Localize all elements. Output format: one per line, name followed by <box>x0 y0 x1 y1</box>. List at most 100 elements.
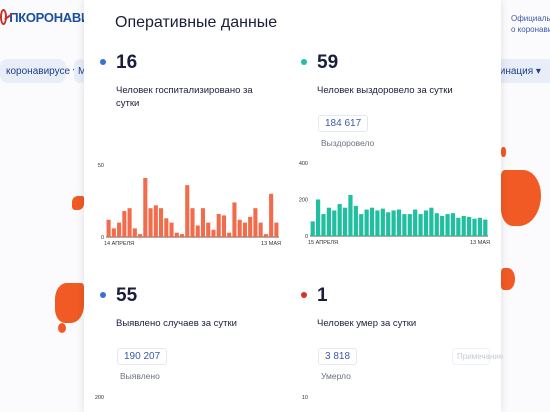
bar[interactable] <box>195 225 200 237</box>
bar[interactable] <box>111 228 116 237</box>
bar[interactable] <box>413 209 418 236</box>
bar[interactable] <box>353 205 358 236</box>
bar[interactable] <box>122 211 127 237</box>
bar[interactable] <box>269 193 274 237</box>
bar[interactable] <box>445 214 450 236</box>
bar[interactable] <box>418 214 423 236</box>
x-end-label: 13 МАЯ <box>470 240 490 246</box>
y-tick-label: 200 <box>299 198 308 204</box>
official-info-line-2: о коронавир <box>511 25 550 34</box>
bar[interactable] <box>253 208 258 237</box>
bar[interactable] <box>369 207 375 236</box>
bar[interactable] <box>402 214 407 236</box>
bar[interactable] <box>206 222 211 237</box>
nav-menu-partial[interactable]: М <box>74 59 86 83</box>
about-coronavirus-menu[interactable]: коронавирусе ▾ <box>0 59 78 83</box>
hospitalized-desc: Человек госпитализировано за сутки <box>116 85 253 109</box>
recovered-total: 184 617 <box>318 115 369 132</box>
bar[interactable] <box>143 177 148 237</box>
bar[interactable] <box>263 234 268 237</box>
deaths-desc: Человек умер за сутки <box>317 318 417 329</box>
deaths-value: 1 <box>317 285 328 306</box>
bar[interactable] <box>326 207 331 236</box>
bar[interactable] <box>359 214 364 236</box>
bar[interactable] <box>364 209 369 236</box>
bar[interactable] <box>315 199 321 237</box>
bar[interactable] <box>342 207 348 236</box>
bar[interactable] <box>159 208 164 237</box>
map-region-right-top <box>501 147 506 157</box>
cases-total-label: Выявлено <box>120 371 160 381</box>
bar[interactable] <box>396 209 402 236</box>
bar[interactable] <box>456 217 461 236</box>
hospitalized-dot-icon <box>100 59 106 65</box>
deaths-total-label: Умерло <box>321 371 351 381</box>
bar[interactable] <box>132 228 137 237</box>
bar[interactable] <box>386 212 391 236</box>
bar[interactable] <box>216 213 221 237</box>
bar[interactable] <box>467 216 472 236</box>
deaths-note-box[interactable]: Примечание <box>452 348 503 365</box>
bar[interactable] <box>423 210 429 236</box>
bar[interactable] <box>242 222 247 237</box>
hospitalized-chart: 50 014 АПРЕЛЯ 13 МАЯ <box>98 163 281 247</box>
map-region-right-large <box>501 170 541 226</box>
bar[interactable] <box>211 229 216 237</box>
bar[interactable] <box>153 205 158 237</box>
bar[interactable] <box>483 219 488 236</box>
y-tick-label: 0 <box>101 235 104 241</box>
operational-data-panel: Оперативные данные 16 Человек госпитализ… <box>84 0 503 412</box>
map-region-left-top <box>72 196 84 210</box>
cases-value: 55 <box>116 285 138 306</box>
x-start-label: 14 АПРЕЛЯ <box>104 241 134 247</box>
map-region-left-small <box>58 323 66 333</box>
bar[interactable] <box>461 215 466 236</box>
bar[interactable] <box>375 210 380 236</box>
bar[interactable] <box>138 234 143 237</box>
x-end-label: 13 МАЯ <box>261 241 281 247</box>
bar[interactable] <box>407 214 412 236</box>
bar[interactable] <box>232 202 237 237</box>
bar[interactable] <box>380 208 385 236</box>
bar[interactable] <box>185 185 190 237</box>
bar[interactable] <box>117 222 122 237</box>
bar[interactable] <box>174 232 179 237</box>
bar[interactable] <box>310 221 315 236</box>
bar[interactable] <box>391 210 396 236</box>
bar[interactable] <box>450 213 456 236</box>
bar[interactable] <box>274 222 279 237</box>
bar[interactable] <box>321 214 326 236</box>
map-region-left-mid <box>55 283 84 323</box>
bar[interactable] <box>164 218 169 237</box>
deaths-chart: 10 <box>302 395 308 401</box>
bar[interactable] <box>106 219 111 237</box>
bar[interactable] <box>127 208 132 237</box>
bar[interactable] <box>440 215 445 236</box>
bar[interactable] <box>429 207 434 236</box>
bar[interactable] <box>190 208 195 237</box>
cases-desc: Выявлено случаев за сутки <box>116 318 237 329</box>
bar[interactable] <box>472 218 477 236</box>
x-start-label: 15 АПРЕЛЯ <box>308 240 338 246</box>
bar[interactable] <box>148 208 153 237</box>
bar[interactable] <box>200 208 206 237</box>
bar[interactable] <box>237 219 242 237</box>
hospitalized-value: 16 <box>116 52 138 73</box>
site-logo[interactable]: ПКОРОНАВИ <box>0 6 90 28</box>
bar[interactable] <box>227 232 232 237</box>
bar[interactable] <box>477 217 483 236</box>
bar[interactable] <box>332 210 337 236</box>
bar[interactable] <box>258 222 263 237</box>
bar[interactable] <box>348 194 353 236</box>
official-info-link[interactable]: Официальн о коронавир <box>511 13 550 35</box>
bar[interactable] <box>221 215 226 237</box>
bar[interactable] <box>248 216 253 237</box>
bar[interactable] <box>179 234 185 237</box>
panel-title: Оперативные данные <box>115 14 278 31</box>
recovered-chart: 400 200 015 АПРЕЛЯ 13 МАЯ <box>299 161 490 246</box>
bar[interactable] <box>337 204 342 236</box>
cases-chart: 200 <box>95 395 104 401</box>
bar[interactable] <box>434 213 439 236</box>
bar[interactable] <box>169 222 174 237</box>
y-tick-label: 10 <box>302 395 308 401</box>
